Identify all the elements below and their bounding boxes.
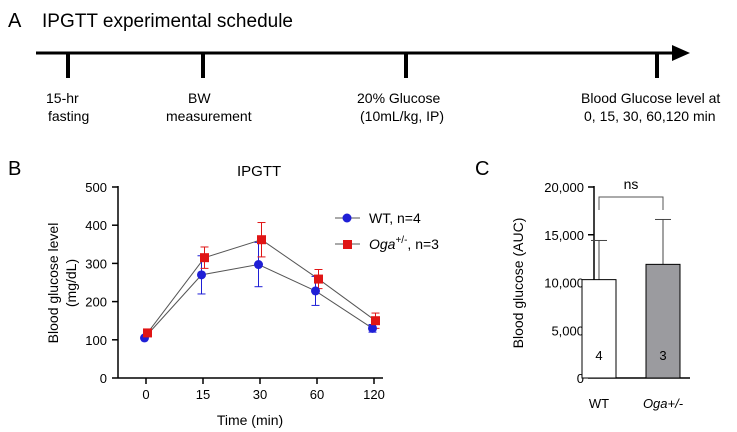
- chart-b-point-wt: [254, 260, 263, 270]
- chart-b-ytick-label: 200: [85, 295, 107, 310]
- chart-b-ytick-label: 300: [85, 256, 107, 271]
- chart-c-ylabel: Blood glucose (AUC): [510, 218, 526, 349]
- chart-c-ytick-label: 15,000: [544, 228, 584, 243]
- event-glucose-line2: (10mL/kg, IP): [360, 108, 444, 124]
- event-bw-line1: BW: [188, 90, 211, 106]
- event-fasting-line2: fasting: [48, 108, 89, 124]
- chart-b-point-oga: [257, 235, 266, 245]
- chart-c-ytick-label: 0: [577, 371, 584, 386]
- chart-b-y-ticks: 0 100 200 300 400 500: [85, 180, 118, 386]
- chart-c-n-label: 4: [595, 348, 602, 363]
- chart-b-title: IPGTT: [237, 163, 281, 180]
- timeline-arrowhead: [672, 45, 690, 61]
- event-measure-line1: Blood Glucose level at: [581, 90, 720, 106]
- chart-c-n-label: 3: [659, 348, 666, 363]
- chart-b-xtick-label: 120: [363, 387, 385, 402]
- chart-b-x-ticks: 0 15 30 60 120: [142, 378, 385, 402]
- chart-b-xtick-label: 30: [253, 387, 267, 402]
- chart-b-xtick-label: 15: [196, 387, 210, 402]
- legend-oga-marker: [343, 240, 352, 249]
- chart-b-point-oga: [200, 253, 209, 263]
- event-bw-line2: measurement: [166, 108, 252, 124]
- chart-c-ytick-label: 10,000: [544, 276, 584, 291]
- event-glucose-line1: 20% Glucose: [357, 90, 440, 106]
- chart-b-ytick-label: 0: [100, 371, 107, 386]
- chart-b-ytick-label: 400: [85, 218, 107, 233]
- legend-wt-marker: [342, 213, 352, 223]
- chart-c-xtick-wt: WT: [589, 396, 609, 411]
- chart-c-bar-wt: [581, 279, 617, 379]
- panel-b-letter: B: [8, 158, 21, 180]
- chart-b-xlabel: Time (min): [217, 412, 283, 428]
- chart-b-xtick-label: 0: [142, 387, 149, 402]
- chart-c-xtick-oga: Oga+/-: [643, 396, 684, 411]
- chart-b-point-oga: [371, 316, 380, 326]
- chart-b-point-wt: [197, 270, 206, 280]
- panel-c-letter: C: [475, 158, 489, 180]
- chart-b-point-oga: [314, 274, 323, 284]
- event-measure-line2: 0, 15, 30, 60,120 min: [584, 108, 716, 124]
- chart-c-bar-oga: [645, 263, 681, 379]
- panel-a-title: IPGTT experimental schedule: [42, 11, 293, 32]
- significance-label: ns: [624, 176, 639, 192]
- event-fasting-line1: 15-hr: [46, 90, 79, 106]
- chart-b-ytick-label: 500: [85, 180, 107, 195]
- chart-c-ytick-label: 5,000: [551, 323, 584, 338]
- chart-b-ylabel: Blood glucose level: [45, 223, 61, 344]
- chart-b-series: [140, 222, 380, 343]
- legend-oga-label: Oga+/-, n=3: [369, 235, 439, 252]
- chart-b-ytick-label: 100: [85, 333, 107, 348]
- chart-c-ytick-label: 20,000: [544, 180, 584, 195]
- chart-b-ylabel-unit: (mg/dL): [63, 259, 79, 307]
- chart-b-legend: WT, n=4 Oga+/-, n=3: [335, 210, 439, 252]
- chart-b-point-wt: [311, 286, 320, 296]
- panel-a-letter: A: [8, 10, 22, 32]
- chart-b-point-oga: [143, 328, 152, 338]
- chart-b-xtick-label: 60: [310, 387, 324, 402]
- significance-bracket: [598, 196, 664, 210]
- chart-b-point-wt: [368, 323, 377, 333]
- legend-wt-label: WT, n=4: [369, 210, 421, 226]
